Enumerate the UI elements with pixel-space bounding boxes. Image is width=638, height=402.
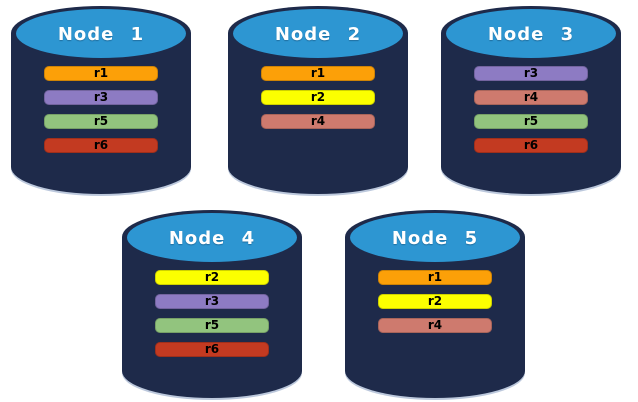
node-label: Node 1: [57, 23, 145, 45]
replica-bar-r1: r1: [261, 66, 375, 81]
node-label: Node 5: [391, 227, 479, 249]
replica-bar-r1: r1: [378, 270, 492, 285]
replica-bar-r2: r2: [155, 270, 269, 285]
node-cylinder-3: Node 3 r3 r4 r5 r6: [441, 6, 621, 194]
replica-list: r1 r2 r4: [378, 270, 492, 333]
replica-bar-r4: r4: [378, 318, 492, 333]
cylinder-top: Node 4: [127, 213, 297, 262]
replica-list: r1 r3 r5 r6: [44, 66, 158, 153]
replica-bar-r6: r6: [474, 138, 588, 153]
replica-bar-r6: r6: [155, 342, 269, 357]
replica-bar-r6: r6: [44, 138, 158, 153]
replica-bar-r1: r1: [44, 66, 158, 81]
replica-list: r2 r3 r5 r6: [155, 270, 269, 357]
replica-list: r3 r4 r5 r6: [474, 66, 588, 153]
replica-bar-r5: r5: [155, 318, 269, 333]
cylinder-top: Node 3: [446, 9, 616, 58]
node-cylinder-1: Node 1 r1 r3 r5 r6: [11, 6, 191, 194]
cylinder-top: Node 2: [233, 9, 403, 58]
node-label: Node 4: [168, 227, 256, 249]
node-label: Node 2: [274, 23, 362, 45]
cylinder-top: Node 1: [16, 9, 186, 58]
node-label: Node 3: [487, 23, 575, 45]
replica-list: r1 r2 r4: [261, 66, 375, 129]
replica-bar-r5: r5: [474, 114, 588, 129]
replica-bar-r2: r2: [261, 90, 375, 105]
replica-bar-r3: r3: [155, 294, 269, 309]
replica-bar-r3: r3: [44, 90, 158, 105]
replica-bar-r2: r2: [378, 294, 492, 309]
node-cylinder-5: Node 5 r1 r2 r4: [345, 210, 525, 398]
replica-bar-r4: r4: [474, 90, 588, 105]
cylinder-top: Node 5: [350, 213, 520, 262]
replica-bar-r5: r5: [44, 114, 158, 129]
replica-bar-r3: r3: [474, 66, 588, 81]
node-cylinder-4: Node 4 r2 r3 r5 r6: [122, 210, 302, 398]
replica-bar-r4: r4: [261, 114, 375, 129]
node-cylinder-2: Node 2 r1 r2 r4: [228, 6, 408, 194]
